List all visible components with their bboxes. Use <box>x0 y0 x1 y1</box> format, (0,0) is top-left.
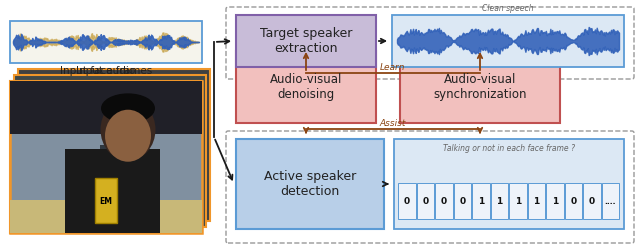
Text: 1: 1 <box>533 196 540 205</box>
Text: Learn: Learn <box>380 63 406 72</box>
FancyBboxPatch shape <box>392 15 624 67</box>
Bar <box>10 21 202 63</box>
Text: EM: EM <box>99 196 113 205</box>
Text: 1: 1 <box>496 196 502 205</box>
Text: Target speaker
extraction: Target speaker extraction <box>260 27 352 55</box>
Text: Audio-visual
synchronization: Audio-visual synchronization <box>433 73 527 101</box>
Bar <box>583 183 600 219</box>
FancyBboxPatch shape <box>236 51 376 123</box>
Bar <box>472 183 490 219</box>
Text: 0: 0 <box>404 196 410 205</box>
Bar <box>10 81 202 134</box>
Ellipse shape <box>101 93 155 123</box>
Bar <box>602 183 619 219</box>
Text: Input audio: Input audio <box>76 66 136 76</box>
Text: Clean speech: Clean speech <box>482 4 534 13</box>
FancyBboxPatch shape <box>400 51 560 123</box>
Bar <box>454 183 471 219</box>
Bar <box>10 81 202 233</box>
Bar <box>509 183 527 219</box>
Bar <box>100 145 112 199</box>
Text: Active speaker
detection: Active speaker detection <box>264 170 356 198</box>
Text: 0: 0 <box>422 196 428 205</box>
Text: 1: 1 <box>477 196 484 205</box>
Bar <box>435 183 452 219</box>
Ellipse shape <box>105 110 151 162</box>
Text: Assist: Assist <box>380 119 406 128</box>
Bar <box>546 183 563 219</box>
Text: 1: 1 <box>515 196 521 205</box>
Text: 1: 1 <box>552 196 558 205</box>
Bar <box>65 149 160 233</box>
Text: 0: 0 <box>459 196 465 205</box>
Bar <box>145 158 157 199</box>
Bar <box>10 81 202 233</box>
Bar <box>125 152 137 199</box>
Bar <box>14 75 206 227</box>
Bar <box>95 178 117 223</box>
FancyBboxPatch shape <box>236 139 384 229</box>
Text: ....: .... <box>605 196 616 205</box>
Bar <box>398 183 415 219</box>
Text: Audio-visual
denoising: Audio-visual denoising <box>270 73 342 101</box>
FancyBboxPatch shape <box>394 139 624 229</box>
Text: 0: 0 <box>441 196 447 205</box>
Bar <box>527 183 545 219</box>
Text: 0: 0 <box>589 196 595 205</box>
FancyBboxPatch shape <box>236 15 376 67</box>
Bar <box>18 69 210 221</box>
Text: Input face frames: Input face frames <box>60 66 152 76</box>
Bar <box>417 183 434 219</box>
Bar <box>490 183 508 219</box>
Text: Talking or not in each face frame ?: Talking or not in each face frame ? <box>443 144 575 153</box>
Text: 0: 0 <box>570 196 576 205</box>
Bar <box>564 183 582 219</box>
Bar <box>10 199 202 233</box>
Ellipse shape <box>100 99 156 161</box>
